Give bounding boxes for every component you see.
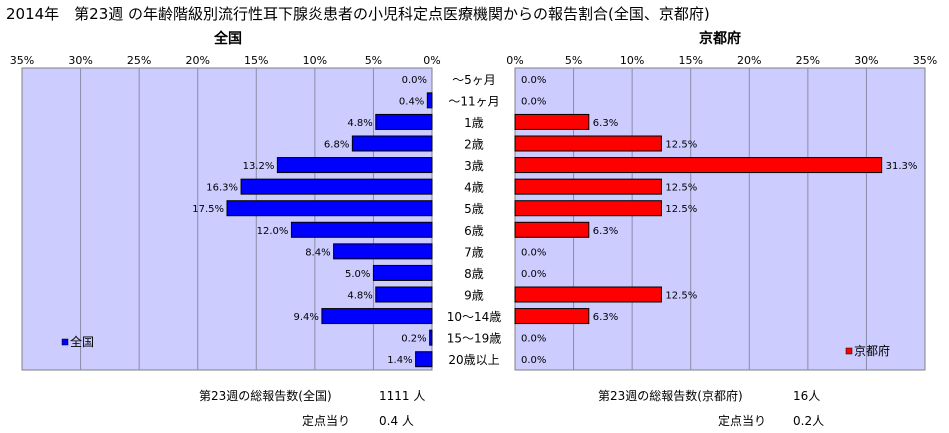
data-label-kyoto: 6.3% (593, 118, 618, 129)
data-label-national: 0.0% (402, 75, 427, 86)
data-label-national: 4.8% (347, 118, 372, 129)
data-label-kyoto: 31.3% (886, 161, 918, 172)
data-label-national: 16.3% (206, 183, 238, 194)
category-label: 20歳以上 (448, 353, 499, 367)
data-label-kyoto: 0.0% (521, 355, 546, 366)
data-label-national: 0.4% (399, 96, 424, 107)
data-label-national: 4.8% (347, 291, 372, 302)
data-label-kyoto: 12.5% (665, 204, 697, 215)
data-label-kyoto: 6.3% (593, 312, 618, 323)
bar-kyoto (514, 286, 662, 303)
tick-label: 25% (796, 54, 820, 67)
data-label-national: 1.4% (387, 355, 412, 366)
kyoto-total-value: 16人 (793, 389, 821, 403)
bar-national (240, 178, 433, 195)
bar-kyoto (514, 113, 590, 130)
kyoto-per-site-value: 0.2人 (793, 414, 825, 428)
category-label: 6歳 (464, 224, 484, 238)
data-label-kyoto: 0.0% (521, 247, 546, 258)
bar-kyoto (514, 221, 590, 238)
tick-label: 20% (737, 54, 761, 67)
category-label: 3歳 (464, 159, 484, 173)
tick-label: 35% (10, 54, 34, 67)
bar-national (375, 113, 433, 130)
bar-kyoto (514, 308, 590, 325)
category-label: 7歳 (464, 245, 484, 259)
bar-national (351, 135, 433, 152)
bar-national (290, 221, 433, 238)
bar-kyoto (514, 178, 662, 195)
tick-label: 25% (127, 54, 151, 67)
data-label-kyoto: 12.5% (665, 183, 697, 194)
national-total-label: 第23週の総報告数(全国) (199, 389, 332, 403)
legend-swatch-national (61, 338, 69, 346)
category-label: 4歳 (464, 181, 484, 195)
bar-national (375, 286, 433, 303)
panel-title-national: 全国 (213, 30, 242, 47)
bar-national (276, 157, 433, 174)
data-label-kyoto: 0.0% (521, 269, 546, 280)
data-label-national: 17.5% (192, 204, 224, 215)
legend-label-kyoto: 京都府 (854, 343, 890, 358)
data-label-national: 9.4% (293, 312, 318, 323)
data-label-national: 6.8% (324, 140, 349, 151)
category-label: 8歳 (464, 267, 484, 281)
data-label-national: 5.0% (345, 269, 370, 280)
category-label: 2歳 (464, 138, 484, 152)
tick-label: 20% (185, 54, 209, 67)
national-per-site-value: 0.4 人 (379, 414, 414, 428)
national-per-site-label: 定点当り (302, 414, 351, 428)
plot-area-national (21, 67, 433, 371)
tick-label: 10% (620, 54, 644, 67)
bar-national (429, 329, 433, 346)
data-label-kyoto: 12.5% (665, 291, 697, 302)
bar-kyoto (514, 200, 662, 217)
data-label-kyoto: 0.0% (521, 75, 546, 86)
data-label-kyoto: 6.3% (593, 226, 618, 237)
tick-label: 0% (506, 54, 523, 67)
panel-title-kyoto: 京都府 (699, 30, 741, 47)
category-label: 15～19歳 (447, 332, 502, 346)
bar-national (226, 200, 433, 217)
plot-area-kyoto (514, 67, 926, 371)
tick-label: 10% (303, 54, 327, 67)
data-label-kyoto: 0.0% (521, 334, 546, 345)
bar-national (372, 264, 433, 281)
data-label-national: 12.0% (257, 226, 289, 237)
category-label: ～11ヶ月 (448, 94, 499, 108)
tick-label: 15% (678, 54, 702, 67)
kyoto-total-label: 第23週の総報告数(京都府) (598, 389, 743, 403)
legend-swatch-kyoto (845, 347, 853, 355)
tick-label: 0% (423, 54, 440, 67)
tick-label: 30% (854, 54, 878, 67)
bar-kyoto (514, 135, 662, 152)
category-label: 1歳 (464, 116, 484, 130)
bar-national (333, 243, 433, 260)
tick-label: 35% (913, 54, 937, 67)
tick-label: 5% (365, 54, 382, 67)
kyoto-per-site-label: 定点当り (718, 414, 767, 428)
bar-kyoto (514, 157, 883, 174)
category-label: ～5ヶ月 (452, 73, 496, 87)
category-label: 10～14歳 (447, 310, 502, 324)
data-label-kyoto: 0.0% (521, 96, 546, 107)
category-label: 9歳 (464, 289, 484, 303)
tick-label: 30% (68, 54, 92, 67)
legend-label-national: 全国 (70, 334, 94, 349)
category-label: 5歳 (464, 202, 484, 216)
bar-national (321, 308, 433, 325)
bar-national (415, 351, 433, 368)
data-label-national: 0.2% (401, 334, 426, 345)
national-total-value: 1111 人 (379, 389, 426, 403)
bar-national (426, 92, 433, 109)
tick-label: 5% (565, 54, 582, 67)
data-label-national: 8.4% (305, 247, 330, 258)
page-title: 2014年 第23週 の年齢階級別流行性耳下腺炎患者の小児科定点医療機関からの報… (6, 5, 710, 23)
tick-label: 15% (244, 54, 268, 67)
data-label-kyoto: 12.5% (665, 140, 697, 151)
data-label-national: 13.2% (243, 161, 275, 172)
